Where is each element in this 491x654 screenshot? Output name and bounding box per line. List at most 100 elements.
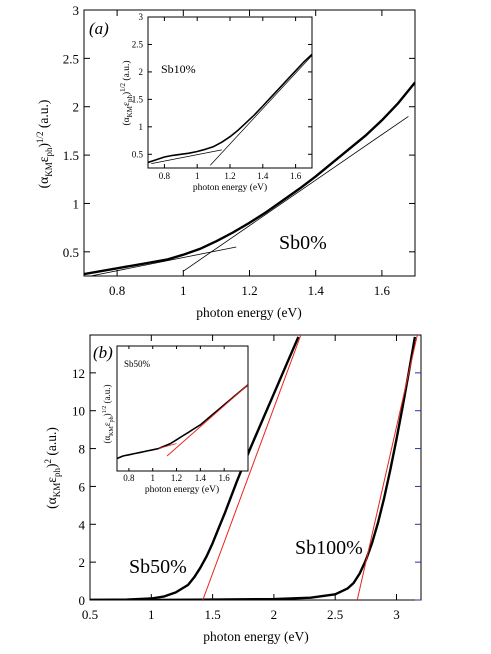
x-tick-label: 1.6 (219, 473, 231, 483)
panel-b-ylabel-unit: (a.u.) (44, 427, 59, 459)
y-tick-label: 2 (73, 100, 80, 115)
panel-a-inset-ylabel-power: 1/2 (119, 82, 127, 91)
x-tick-label: 0.8 (109, 283, 125, 298)
panel-a-y-axis-label: (αKMεph)1/2 (a.u.) (35, 100, 54, 189)
panel-a-ylabel-sub2: ph (44, 147, 54, 157)
x-tick-label: 3 (393, 607, 400, 622)
fit-line-2 (210, 55, 312, 166)
x-tick-label: 1.2 (224, 171, 235, 181)
panel-b-y-axis-label: (αKMεph)2 (a.u.) (43, 427, 62, 509)
svg-text:(αKMεph)1/2 (a.u.): (αKMεph)1/2 (a.u.) (102, 384, 115, 443)
x-tick-label: 2 (271, 607, 278, 622)
fit-line-2 (166, 384, 248, 457)
panel-a-plot-area (84, 81, 415, 276)
fit-line-2 (356, 335, 418, 600)
panel-a-inset-frame (147, 16, 313, 169)
y-tick-label: 2 (79, 555, 86, 570)
panel-b-inset-ylabel-sub1: KM (109, 425, 115, 435)
panel-a-inset-annotation: Sb10% (161, 62, 196, 76)
fit-line-1 (158, 443, 177, 449)
x-tick-label: 1 (180, 283, 187, 298)
panel-a-inset: 0.8 1 1.2 1.4 1.6 0.5 1 1.5 2 2.5 3 Sb10% photon e… (119, 12, 313, 193)
panel-a-ylabel-sub1: KM (44, 162, 54, 177)
panel-b-inset-ylabel-mid: ε (102, 422, 112, 426)
svg-text:(αKMεph)1/2 (a.u.): (αKMεph)1/2 (a.u.) (35, 100, 54, 189)
panel-a-inset-ylabel-sub1: KM (126, 105, 134, 117)
y-tick-label: 2 (139, 67, 144, 77)
panel-b-ylabel-sub2: ph (52, 468, 62, 478)
panel-a-inset-ylabel-close: ) (121, 92, 132, 95)
panel-a-inset-ylabel-main: (α (121, 117, 132, 125)
panel-b-ticks: 0.5 1 1.5 2 2.5 3 0 2 4 6 8 10 12 (72, 335, 421, 622)
panel-b-ylabel-main: (α (44, 497, 59, 509)
panel-b-inset-ticks: 0.8 1 1.2 1.4 1.6 (123, 346, 230, 483)
y-tick-label: 0.5 (132, 149, 144, 159)
svg-text:(αKMεph)1/2 (a.u.): (αKMεph)1/2 (a.u.) (119, 61, 134, 126)
panel-b-inset-ylabel-power: 1/2 (102, 406, 108, 414)
panel-b-ylabel-mid: ε (44, 477, 59, 483)
panel-a-label: (a) (89, 19, 109, 38)
panel-a-ylabel-close: ) (36, 143, 51, 148)
panel-b-inset-plot-area (117, 384, 248, 460)
x-tick-label: 1 (150, 473, 155, 483)
series-line-1 (90, 336, 300, 600)
panel-b-ylabel-close: ) (44, 464, 59, 469)
y-tick-label: 1 (73, 196, 80, 211)
series-line-1 (117, 384, 248, 460)
panel-b-inset-annotation: Sb50% (124, 359, 151, 369)
panel-b-inset-ylabel-close: ) (102, 413, 112, 416)
panel-a-inset-ylabel-mid: ε (122, 102, 132, 106)
fit-line-1 (202, 335, 302, 600)
panel-b-inset-frame (116, 345, 249, 472)
panel-b-series-label-sb50: Sb50% (129, 556, 187, 578)
panel-a-ticks: 0.8 1 1.2 1.4 1.6 0.5 1 1.5 2 2.5 3 (63, 3, 415, 298)
fit-line-1 (151, 149, 222, 164)
x-tick-label: 1.6 (374, 283, 391, 298)
x-tick-label: 1.4 (257, 171, 269, 181)
panel-b-inset: 0.8 1 1.2 1.4 1.6 Sb50% photon energy (eV) (… (102, 345, 249, 495)
panel-b-inset-x-axis-label: photon energy (eV) (145, 484, 219, 495)
panel-a-inset-ticks: 0.8 1 1.2 1.4 1.6 0.5 1 1.5 2 2.5 3 (132, 12, 312, 181)
x-tick-label: 1.2 (241, 283, 257, 298)
x-tick-label: 1.4 (195, 473, 207, 483)
panel-a-x-axis-label: photon energy (eV) (196, 305, 301, 320)
y-tick-label: 2.5 (132, 39, 144, 49)
y-tick-label: 1 (139, 122, 144, 132)
panel-b-inset-ylabel-unit: (a.u.) (102, 384, 112, 405)
panel-b-plot-area (90, 335, 418, 600)
x-tick-label: 1.5 (204, 607, 220, 622)
fit-line-1 (90, 246, 237, 276)
y-tick-label: 0 (79, 593, 86, 608)
panel-a-inset-ylabel-unit: (a.u.) (121, 61, 132, 83)
panel-b-ylabel-power: 2 (43, 459, 53, 464)
x-tick-label: 1 (148, 607, 155, 622)
panel-a-inset-plot-area (148, 53, 312, 166)
y-tick-label: 8 (79, 442, 86, 457)
panel-a-ylabel-unit: (a.u.) (36, 100, 51, 132)
panel-a-inset-y-axis-label: (αKMεph)1/2 (a.u.) (119, 61, 134, 126)
panel-b-label: (b) (93, 343, 113, 362)
panel-b-series-label-sb100: Sb100% (295, 537, 363, 559)
y-tick-label: 3 (73, 3, 80, 18)
series-line-2 (90, 336, 417, 600)
series-line-1 (148, 53, 312, 164)
panel-a-inset-ylabel-sub2: ph (126, 95, 134, 103)
x-tick-label: 1.4 (308, 283, 325, 298)
panel-b-x-axis-label: photon energy (eV) (203, 629, 308, 644)
x-tick-label: 0.8 (123, 473, 135, 483)
panel-b-inset-y-axis-label: (αKMεph)1/2 (a.u.) (102, 384, 115, 443)
panel-a: 0.8 1 1.2 1.4 1.6 0.5 1 1.5 2 2.5 3 (a) Sb0% photo… (35, 3, 416, 320)
y-tick-label: 2.5 (63, 51, 79, 66)
x-tick-label: 2.5 (327, 607, 343, 622)
x-tick-label: 1.6 (290, 171, 302, 181)
x-tick-label: 0.8 (159, 171, 171, 181)
x-tick-label: 1.2 (171, 473, 182, 483)
panel-a-ylabel-mid: ε (36, 156, 51, 162)
y-tick-label: 4 (79, 517, 86, 532)
y-tick-label: 1.5 (63, 148, 79, 163)
x-tick-label: 0.5 (82, 607, 98, 622)
x-tick-label: 1 (195, 171, 200, 181)
y-tick-label: 1.5 (132, 94, 144, 104)
